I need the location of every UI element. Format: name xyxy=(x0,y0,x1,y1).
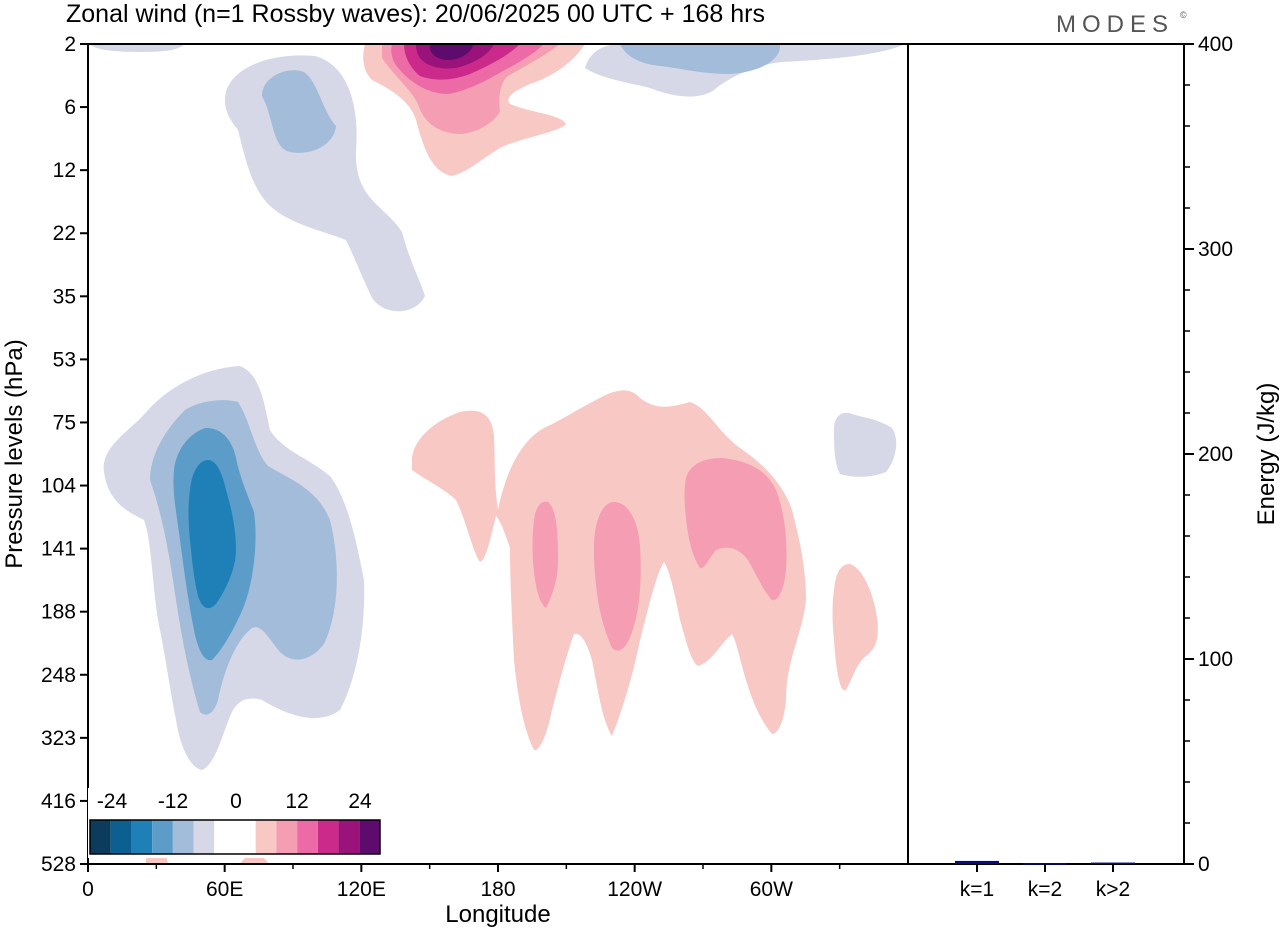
y-tick-label: 416 xyxy=(41,790,76,813)
colorbar-swatch xyxy=(338,820,360,854)
contour-pos-24-top xyxy=(429,44,474,60)
contour-neg-3-upper-left xyxy=(262,70,336,153)
x-axis: 0 60E 120E 180 120W 60W xyxy=(82,864,841,901)
x-tick-label: 0 xyxy=(82,878,94,901)
colorbar-swatch xyxy=(276,820,298,854)
energy-bar xyxy=(1091,862,1135,865)
colorbar-swatch xyxy=(359,820,380,854)
contour-neg-6-upper-left xyxy=(224,55,425,312)
energy-tick-label: 100 xyxy=(1198,648,1233,671)
y-tick-label: 323 xyxy=(41,727,76,750)
colorbar-swatch xyxy=(297,820,318,854)
contour-neg-15-lower-left xyxy=(188,460,236,609)
contour-pos-6-a xyxy=(532,501,558,608)
colorbar-legend: -24 -12 0 12 24 xyxy=(88,788,382,858)
colorbar-swatch xyxy=(193,820,215,854)
contour-neg-6-topleft-strip xyxy=(90,44,184,52)
energy-axis: 0 100 200 300 400 xyxy=(1184,33,1233,876)
colorbar-border xyxy=(89,819,381,855)
x-tick-label: 60W xyxy=(750,878,793,901)
modes-logo: MODES © xyxy=(1056,10,1187,38)
y-tick-label: 35 xyxy=(53,285,76,308)
y-tick-label: 53 xyxy=(53,348,76,371)
y-tick-label: 141 xyxy=(41,538,76,561)
colorbar-tick-label: -12 xyxy=(158,790,188,813)
modes-logo-mark: © xyxy=(1180,10,1187,20)
energy-panel-frame xyxy=(907,43,1185,865)
colorbar-swatch xyxy=(235,820,256,854)
contour-pos-3-right xyxy=(832,564,878,691)
energy-category-label: k>2 xyxy=(1096,878,1130,901)
colorbar-swatch xyxy=(214,820,235,854)
colorbar-swatch xyxy=(317,820,339,854)
energy-axis-title: Energy (J/kg) xyxy=(1253,383,1280,526)
x-tick-label: 180 xyxy=(480,878,515,901)
energy-tick-label: 300 xyxy=(1198,238,1233,261)
energy-tick-label: 400 xyxy=(1198,33,1233,56)
x-tick-label: 60E xyxy=(206,878,243,901)
y-tick-label: 12 xyxy=(53,159,76,182)
energy-tick-label: 200 xyxy=(1198,443,1233,466)
contour-pos-6-b xyxy=(594,502,641,651)
contour-neg-6-right xyxy=(834,412,897,477)
energy-bars: k=1 k=2 k>2 xyxy=(955,860,1135,901)
y-axis-title: Pressure levels (hPa) xyxy=(1,339,28,568)
y-tick-label: 188 xyxy=(41,601,76,624)
y-tick-label: 2 xyxy=(64,33,76,56)
y-tick-label: 75 xyxy=(53,411,76,434)
y-tick-label: 104 xyxy=(41,475,76,498)
colorbar-swatch xyxy=(110,820,132,854)
contour-pos-6-c xyxy=(684,458,787,601)
colorbar-swatch xyxy=(172,820,194,854)
energy-category-label: k=1 xyxy=(960,878,994,901)
colorbar-swatch xyxy=(131,820,153,854)
energy-category-label: k=2 xyxy=(1028,878,1062,901)
x-tick-label: 120E xyxy=(337,878,386,901)
colorbar-tick-label: 24 xyxy=(348,790,372,813)
y-axis: 2 6 12 22 35 53 75 104 141 188 248 323 416 528 xyxy=(41,33,88,876)
energy-bar xyxy=(955,860,999,864)
colorbar-swatch xyxy=(255,820,277,854)
modes-logo-text: MODES xyxy=(1056,11,1174,38)
colorbar-tick-label: 0 xyxy=(230,790,242,813)
colorbar-swatch xyxy=(152,820,173,854)
y-tick-label: 6 xyxy=(64,96,76,119)
colorbar-swatch xyxy=(90,820,111,854)
colorbar-tick-label: 12 xyxy=(285,790,308,813)
energy-tick-label: 0 xyxy=(1198,853,1210,876)
x-axis-title: Longitude xyxy=(445,901,550,928)
y-tick-label: 22 xyxy=(53,222,76,245)
colorbar-tick-label: -24 xyxy=(97,790,128,813)
chart-title: Zonal wind (n=1 Rossby waves): 20/06/202… xyxy=(66,0,765,28)
contour-neg-3-upper-right xyxy=(620,44,781,74)
y-tick-label: 528 xyxy=(41,853,76,876)
energy-bar xyxy=(1023,863,1067,865)
y-tick-label: 248 xyxy=(41,664,76,687)
x-tick-label: 120W xyxy=(607,878,662,901)
contour-field xyxy=(90,44,905,864)
